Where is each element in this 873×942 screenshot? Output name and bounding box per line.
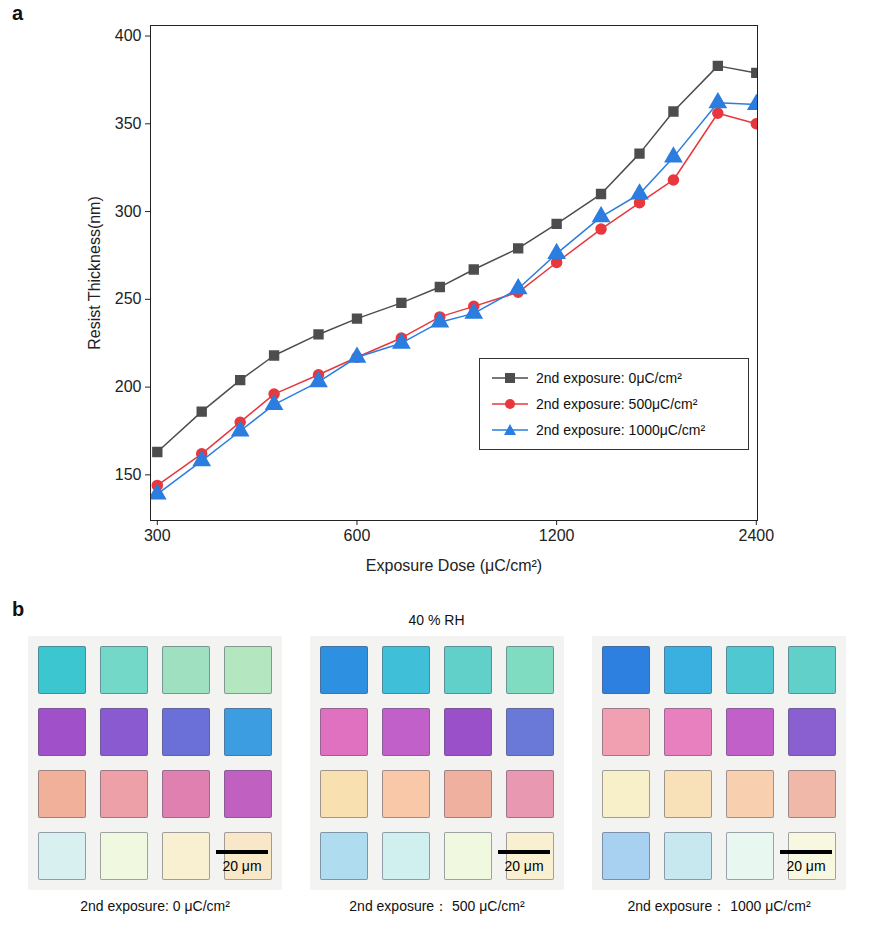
svg-text:Exposure Dose (μC/cm²): Exposure Dose (μC/cm²) — [366, 557, 542, 574]
svg-text:400: 400 — [115, 27, 142, 44]
html-text:2nd exposure: 0 μC/cm²: 2nd exposure: 0 μC/cm² — [80, 898, 230, 914]
html-text:20 μm: 20 μm — [222, 858, 262, 874]
svg-text:250: 250 — [115, 290, 142, 307]
html-text:20 μm: 20 μm — [786, 858, 826, 874]
html-text:b: b — [12, 598, 25, 620]
html-text:20 μm: 20 μm — [504, 858, 544, 874]
html-text:2nd exposure: 500μC/cm²: 2nd exposure: 500μC/cm² — [536, 396, 698, 412]
html-text:a: a — [12, 2, 24, 24]
html-text:2nd exposure： 500 μC/cm²: 2nd exposure： 500 μC/cm² — [349, 898, 525, 914]
html-text:40 % RH: 40 % RH — [408, 612, 465, 628]
svg-text:2400: 2400 — [739, 527, 775, 544]
svg-text:600: 600 — [344, 527, 371, 544]
svg-text:300: 300 — [144, 527, 171, 544]
svg-text:150: 150 — [115, 466, 142, 483]
svg-text:300: 300 — [115, 203, 142, 220]
svg-text:200: 200 — [115, 378, 142, 395]
svg-text:1200: 1200 — [539, 527, 575, 544]
svg-text:Resist Thickness(nm): Resist Thickness(nm) — [86, 196, 103, 350]
svg-text:350: 350 — [115, 115, 142, 132]
html-text:2nd exposure： 1000 μC/cm²: 2nd exposure： 1000 μC/cm² — [627, 898, 811, 914]
html-text:2nd exposure: 1000μC/cm²: 2nd exposure: 1000μC/cm² — [536, 422, 706, 438]
html-text:2nd exposure: 0μC/cm²: 2nd exposure: 0μC/cm² — [536, 370, 682, 386]
